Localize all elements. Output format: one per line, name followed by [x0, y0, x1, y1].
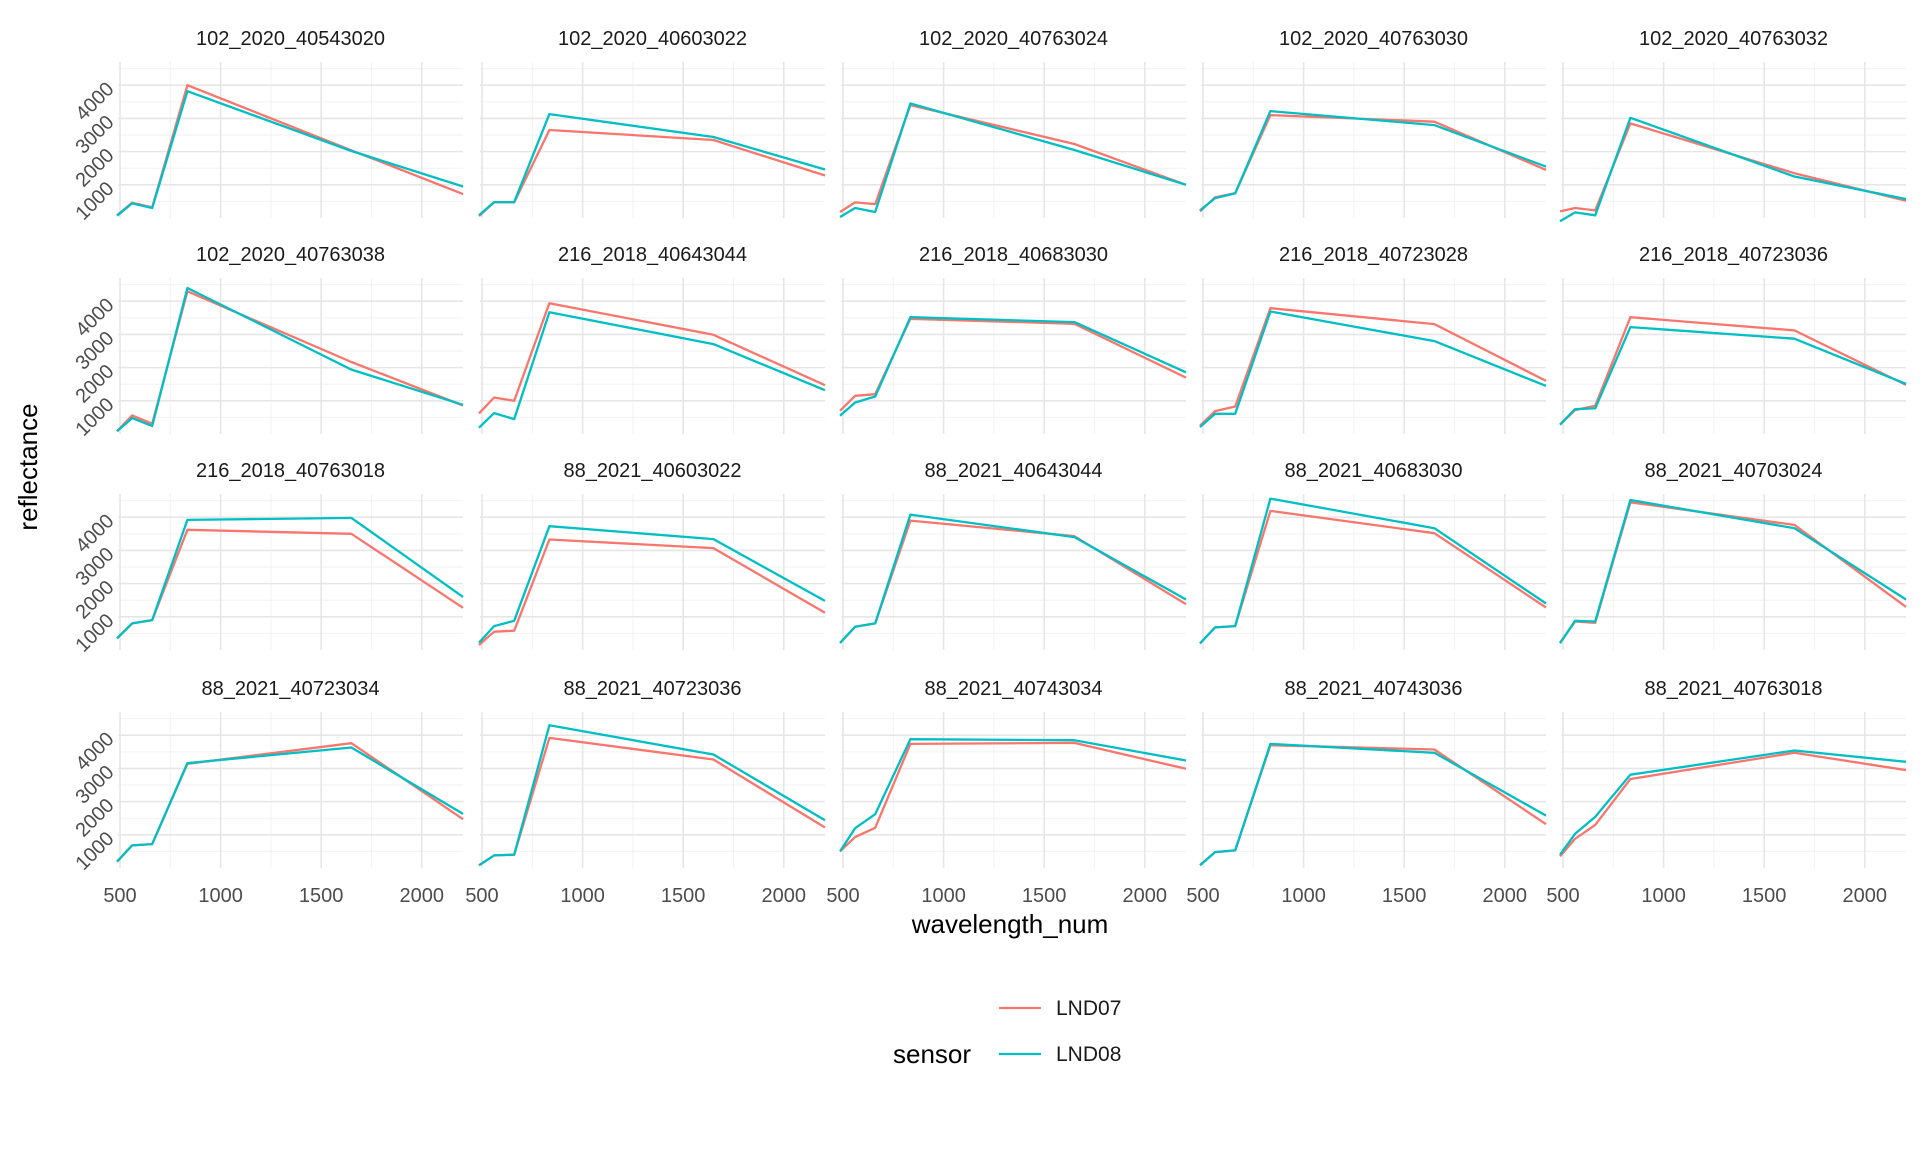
series-line-lnd08 [1559, 498, 1907, 645]
facet-title: 216_2018_40723036 [1639, 244, 1828, 266]
facet-title: 102_2020_40603022 [558, 28, 747, 50]
series-line-lnd08 [839, 513, 1187, 644]
facet-title: 88_2021_40643044 [925, 460, 1103, 482]
series-line-lnd08 [478, 311, 826, 429]
x-tick-label: 1000 [198, 885, 243, 907]
series-line-lnd07 [478, 302, 826, 415]
y-tick-label: 1000 [71, 394, 118, 441]
y-tick-label: 1000 [71, 828, 118, 875]
series-line-lnd07 [1199, 307, 1547, 427]
y-tick-label: 1000 [71, 610, 118, 657]
x-tick-label: 2000 [400, 885, 445, 907]
facet-title: 216_2018_40643044 [558, 244, 747, 266]
facet-title: 88_2021_40683030 [1285, 460, 1463, 482]
series-line-lnd07 [1559, 501, 1907, 644]
series-line-lnd07 [116, 742, 464, 863]
series-line-lnd08 [1199, 310, 1547, 428]
series-line-lnd07 [1199, 509, 1547, 645]
x-tick-label: 500 [1546, 885, 1579, 907]
x-axis-title: wavelength_num [911, 909, 1109, 939]
series-line-lnd07 [1199, 113, 1547, 213]
facet-title: 88_2021_40743034 [925, 678, 1103, 700]
x-tick-label: 2000 [762, 885, 807, 907]
x-tick-label: 1000 [1281, 885, 1326, 907]
facet-title: 102_2020_40763030 [1279, 28, 1468, 50]
series-line-lnd08 [839, 738, 1187, 853]
facet-title: 88_2021_40723036 [564, 678, 742, 700]
series-line-lnd08 [1199, 109, 1547, 212]
x-tick-label: 1000 [921, 885, 966, 907]
series-line-lnd08 [1199, 497, 1547, 645]
series-line-lnd07 [478, 128, 826, 217]
legend-label-lnd07: LND07 [1056, 997, 1121, 1020]
series-line-lnd08 [116, 90, 464, 217]
x-tick-label: 500 [103, 885, 136, 907]
facet-title: 216_2018_40763018 [196, 460, 385, 482]
x-tick-label: 1000 [1641, 885, 1686, 907]
facet-title: 88_2021_40603022 [564, 460, 742, 482]
y-axis-title: reflectance [13, 403, 43, 530]
series-line-lnd08 [478, 724, 826, 867]
series-line-lnd08 [839, 316, 1187, 417]
facet-title: 102_2020_40763024 [919, 28, 1108, 50]
x-tick-label: 2000 [1483, 885, 1528, 907]
series-line-lnd08 [839, 102, 1187, 218]
series-line-lnd07 [839, 519, 1187, 644]
series-line-lnd08 [1559, 325, 1907, 426]
x-tick-label: 1500 [661, 885, 706, 907]
x-tick-label: 2000 [1123, 885, 1168, 907]
x-tick-label: 500 [465, 885, 498, 907]
series-line-lnd08 [116, 286, 464, 433]
facet-title: 88_2021_40703024 [1645, 460, 1823, 482]
series-line-lnd08 [116, 746, 464, 863]
series-line-lnd07 [1559, 751, 1907, 858]
facet-title: 88_2021_40723034 [202, 678, 380, 700]
x-tick-label: 1500 [1022, 885, 1067, 907]
series-line-lnd08 [478, 112, 826, 217]
facet-title: 88_2021_40763018 [1645, 678, 1823, 700]
x-tick-label: 1500 [1742, 885, 1787, 907]
series-line-lnd07 [478, 538, 826, 646]
series-line-lnd07 [839, 317, 1187, 412]
x-tick-label: 500 [826, 885, 859, 907]
x-tick-label: 1500 [299, 885, 344, 907]
x-tick-label: 500 [1186, 885, 1219, 907]
facet-title: 88_2021_40743036 [1285, 678, 1463, 700]
legend-title: sensor [893, 1039, 971, 1069]
facet-title: 102_2020_40763032 [1639, 28, 1828, 50]
legend-label-lnd08: LND08 [1056, 1043, 1121, 1066]
series-line-lnd07 [839, 741, 1187, 853]
facet-title: 216_2018_40723028 [1279, 244, 1468, 266]
x-tick-label: 1000 [560, 885, 605, 907]
series-line-lnd08 [1559, 749, 1907, 856]
facet-title: 102_2020_40763038 [196, 244, 385, 266]
series-line-lnd08 [478, 525, 826, 644]
series-line-lnd08 [116, 516, 464, 640]
series-line-lnd08 [1559, 116, 1907, 223]
series-line-lnd07 [1199, 744, 1547, 867]
series-line-lnd08 [1199, 742, 1547, 867]
x-tick-label: 1500 [1382, 885, 1427, 907]
y-tick-label: 1000 [71, 178, 118, 225]
x-tick-label: 2000 [1843, 885, 1888, 907]
facet-title: 102_2020_40543020 [196, 28, 385, 50]
facet-title: 216_2018_40683030 [919, 244, 1108, 266]
